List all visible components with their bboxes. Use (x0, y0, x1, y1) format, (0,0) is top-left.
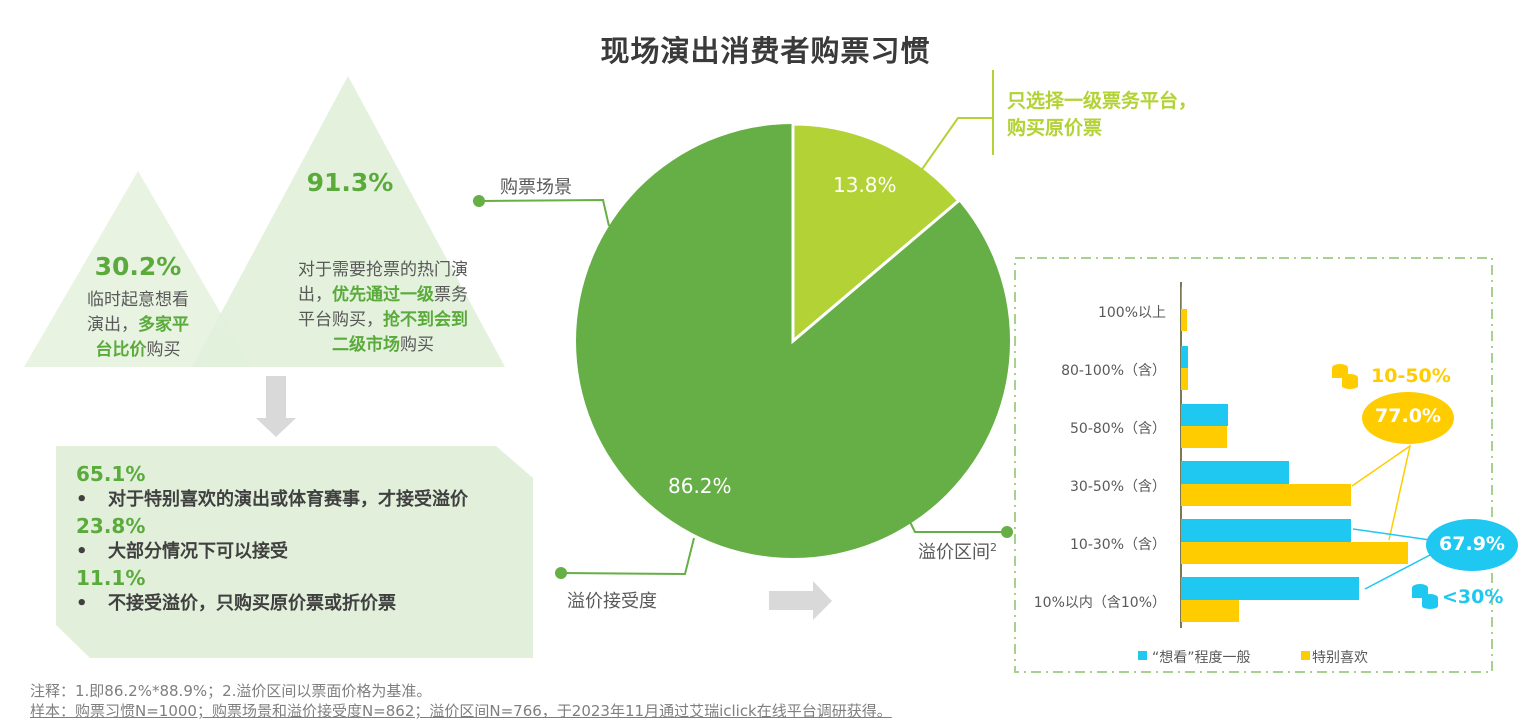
down-arrow-icon (256, 376, 296, 437)
pie-small-pct: 13.8% (833, 173, 897, 197)
triangle-small-text: 临时起意想看 演出，多家平 台比价购买 (87, 290, 189, 360)
bar-category: 10%以内（含10%） (1033, 595, 1166, 611)
footer-sample: 样本：购票习惯N=1000；购票场景和溢价接受度N=862；溢价区间N=766，… (30, 702, 892, 720)
bar-category: 100%以上 (1097, 305, 1166, 321)
pie-small-slice (791, 122, 961, 345)
list-item: • 大部分情况下可以接受 (76, 541, 288, 562)
yellow-callout-ellipse (1362, 392, 1454, 444)
bar-category: 30-50%（含） (1070, 479, 1166, 495)
premium-acceptance-list: 65.1% • 对于特别喜欢的演出或体育赛事，才接受溢价 23.8% • 大部分情况… (76, 462, 536, 618)
blue-value-label: 67.9% (1439, 533, 1505, 555)
footer: 注释：1.即86.2%*88.9%；2.溢价区间以票面价格为基准。 样本：购票习… (30, 681, 1130, 721)
pie-small-callout: 只选择一级票务平台， 购买原价票 (1007, 90, 1198, 139)
yellow-value-label: 77.0% (1375, 405, 1441, 427)
bar-chart-frame (1014, 257, 1493, 673)
triangle-small-pct: 30.2% (94, 252, 182, 281)
yellow-range-label: 10-50% (1371, 365, 1451, 387)
footer-note: 注释：1.即86.2%*88.9%；2.溢价区间以票面价格为基准。 (30, 682, 432, 700)
triangle-small (24, 171, 252, 367)
pie-main-pct: 86.2% (668, 474, 732, 498)
bar-category: 80-100%（含） (1061, 363, 1166, 379)
legend-yellow: 特别喜欢 (1312, 650, 1368, 666)
triangle-large-pct: 91.3% (306, 168, 394, 197)
triangle-large (192, 76, 505, 367)
blue-callout-ellipse (1426, 519, 1518, 571)
triangle-large-text: 对于需要抢票的热门演 出，优先通过一级票务 平台购买，抢不到会到 二级市场购买 (298, 260, 468, 355)
label-premium-acceptance: 溢价接受度 (567, 591, 657, 612)
label-ticket-scene: 购票场景 (500, 177, 572, 198)
right-arrow-icon (769, 581, 832, 620)
page-title: 现场演出消费者购票习惯 (600, 34, 931, 68)
label-premium-range: 溢价区间2 (918, 541, 997, 563)
legend-blue: “想看”程度一般 (1152, 650, 1251, 666)
premium-box (56, 446, 533, 658)
blue-range-label: <30% (1442, 586, 1504, 608)
bar-category: 50-80%（含） (1070, 421, 1166, 437)
bar-category: 10-30%（含） (1070, 537, 1166, 553)
list-item: • 对于特别喜欢的演出或体育赛事，才接受溢价 (76, 489, 468, 510)
coins-icon-blue (1412, 584, 1438, 609)
coins-icon-yellow (1332, 364, 1358, 389)
list-item: • 不接受溢价，只购买原价票或折价票 (76, 593, 396, 614)
